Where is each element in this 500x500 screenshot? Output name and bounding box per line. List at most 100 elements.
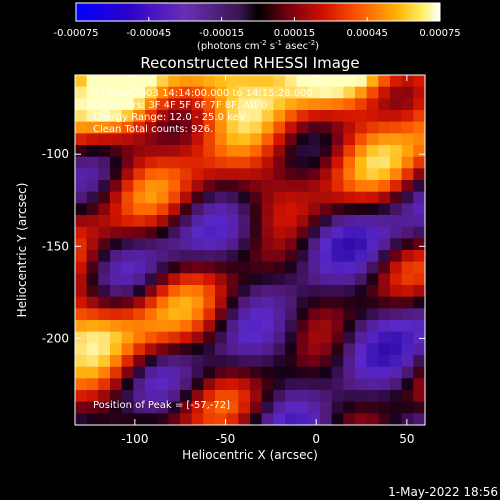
heatmap-cell xyxy=(331,390,344,403)
heatmap-cell xyxy=(145,390,158,403)
heatmap-cell xyxy=(296,378,309,391)
heatmap-cell xyxy=(180,308,193,321)
heatmap-cell xyxy=(285,191,298,204)
heatmap-cell xyxy=(273,110,286,123)
heatmap-cell xyxy=(378,296,391,309)
heatmap-cell xyxy=(238,238,251,251)
heatmap-cell xyxy=(121,366,134,379)
heatmap-cell xyxy=(168,390,181,403)
heatmap-cell xyxy=(273,320,286,333)
heatmap-cell xyxy=(378,121,391,134)
heatmap-cell xyxy=(378,343,391,356)
heatmap-cell xyxy=(203,401,216,414)
heatmap-cell xyxy=(86,156,99,169)
heatmap-cell xyxy=(180,273,193,286)
heatmap-cell xyxy=(203,413,216,425)
heatmap-cell xyxy=(133,401,146,414)
heatmap-cell xyxy=(203,355,216,368)
heatmap-cell xyxy=(86,75,99,88)
heatmap-cell xyxy=(75,296,88,309)
heatmap-cell xyxy=(156,366,169,379)
heatmap-cell xyxy=(145,355,158,368)
heatmap-cell xyxy=(133,308,146,321)
heatmap-cell xyxy=(343,226,356,239)
heatmap-cell xyxy=(238,285,251,298)
heatmap-cell xyxy=(110,156,123,169)
heatmap-cell xyxy=(343,355,356,368)
heatmap-cell xyxy=(308,145,321,158)
heatmap-cell xyxy=(273,75,286,88)
heatmap-cell xyxy=(180,320,193,333)
heatmap-cell xyxy=(401,261,414,274)
heatmap-cell xyxy=(215,250,228,263)
heatmap-cell xyxy=(378,320,391,333)
heatmap-cell xyxy=(355,226,368,239)
heatmap-cell xyxy=(320,110,333,123)
heatmap-cell xyxy=(308,366,321,379)
heatmap-cell xyxy=(203,343,216,356)
heatmap-cell xyxy=(238,121,251,134)
heatmap-cell xyxy=(180,110,193,123)
heatmap-cell xyxy=(145,215,158,228)
heatmap-cell xyxy=(203,285,216,298)
heatmap-cell xyxy=(331,308,344,321)
heatmap-cell xyxy=(261,75,274,88)
heatmap-cell xyxy=(308,203,321,216)
heatmap-cell xyxy=(75,378,88,391)
heatmap-cell xyxy=(110,180,123,193)
heatmap-cell xyxy=(215,98,228,111)
heatmap-cell xyxy=(203,273,216,286)
heatmap-cell xyxy=(215,121,228,134)
heatmap-cell xyxy=(261,156,274,169)
heatmap-cell xyxy=(413,156,425,169)
heatmap-cell xyxy=(320,168,333,181)
heatmap-cell xyxy=(343,168,356,181)
heatmap-cell xyxy=(215,180,228,193)
heatmap-cell xyxy=(168,355,181,368)
heatmap-cell xyxy=(98,180,111,193)
heatmap-cell xyxy=(226,180,239,193)
heatmap-cell xyxy=(355,168,368,181)
heatmap-cell xyxy=(191,168,204,181)
heatmap-cell xyxy=(156,215,169,228)
heatmap-cell xyxy=(156,413,169,425)
heatmap-cell xyxy=(215,343,228,356)
heatmap-cell xyxy=(180,331,193,344)
heatmap-cell xyxy=(355,191,368,204)
heatmap-cell xyxy=(308,343,321,356)
heatmap-cell xyxy=(98,156,111,169)
heatmap-cell xyxy=(133,180,146,193)
heatmap-cell xyxy=(226,343,239,356)
heatmap-cell xyxy=(308,390,321,403)
heatmap-cell xyxy=(168,238,181,251)
heatmap-cell xyxy=(145,413,158,425)
heatmap-cell xyxy=(308,191,321,204)
heatmap-cell xyxy=(226,86,239,99)
peak-position-label: Position of Peak = [-57,-72] xyxy=(93,400,230,411)
heatmap-cell xyxy=(296,238,309,251)
heatmap-cell xyxy=(413,215,425,228)
colorbar-tick-label: -0.00015 xyxy=(199,28,244,39)
heatmap-cell xyxy=(343,75,356,88)
heatmap-cell xyxy=(273,273,286,286)
heatmap-cell xyxy=(413,121,425,134)
heatmap-cell xyxy=(133,343,146,356)
heatmap-cell xyxy=(320,86,333,99)
heatmap-cell xyxy=(98,215,111,228)
heatmap-cell xyxy=(285,366,298,379)
heatmap-cell xyxy=(180,156,193,169)
heatmap-cell xyxy=(366,133,379,146)
heatmap-cell xyxy=(238,203,251,216)
heatmap-cell xyxy=(133,261,146,274)
colorbar-ticks: -0.00075 -0.00045 -0.00015 0.00015 0.00045 0.… xyxy=(54,17,461,39)
heatmap-cell xyxy=(273,168,286,181)
heatmap-cell xyxy=(273,215,286,228)
heatmap-cell xyxy=(273,343,286,356)
heatmap-cell xyxy=(261,238,274,251)
heatmap-cell xyxy=(250,226,263,239)
heatmap-cell xyxy=(261,390,274,403)
heatmap-cell xyxy=(75,320,88,333)
heatmap-cell xyxy=(86,121,99,134)
heatmap-cell xyxy=(331,98,344,111)
heatmap-cell xyxy=(86,308,99,321)
